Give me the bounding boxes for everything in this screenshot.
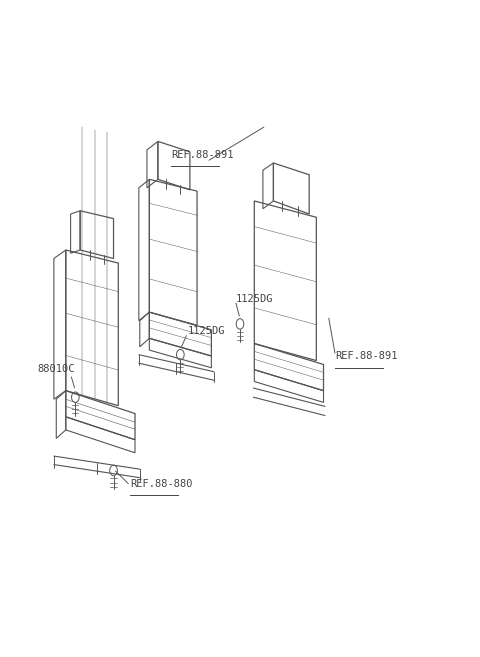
Text: 88010C: 88010C [37, 364, 75, 374]
Text: REF.88-880: REF.88-880 [130, 479, 193, 489]
Text: 1125DG: 1125DG [188, 327, 225, 336]
Text: 1125DG: 1125DG [235, 294, 273, 304]
Text: REF.88-891: REF.88-891 [171, 150, 233, 160]
Text: REF.88-891: REF.88-891 [336, 351, 398, 361]
